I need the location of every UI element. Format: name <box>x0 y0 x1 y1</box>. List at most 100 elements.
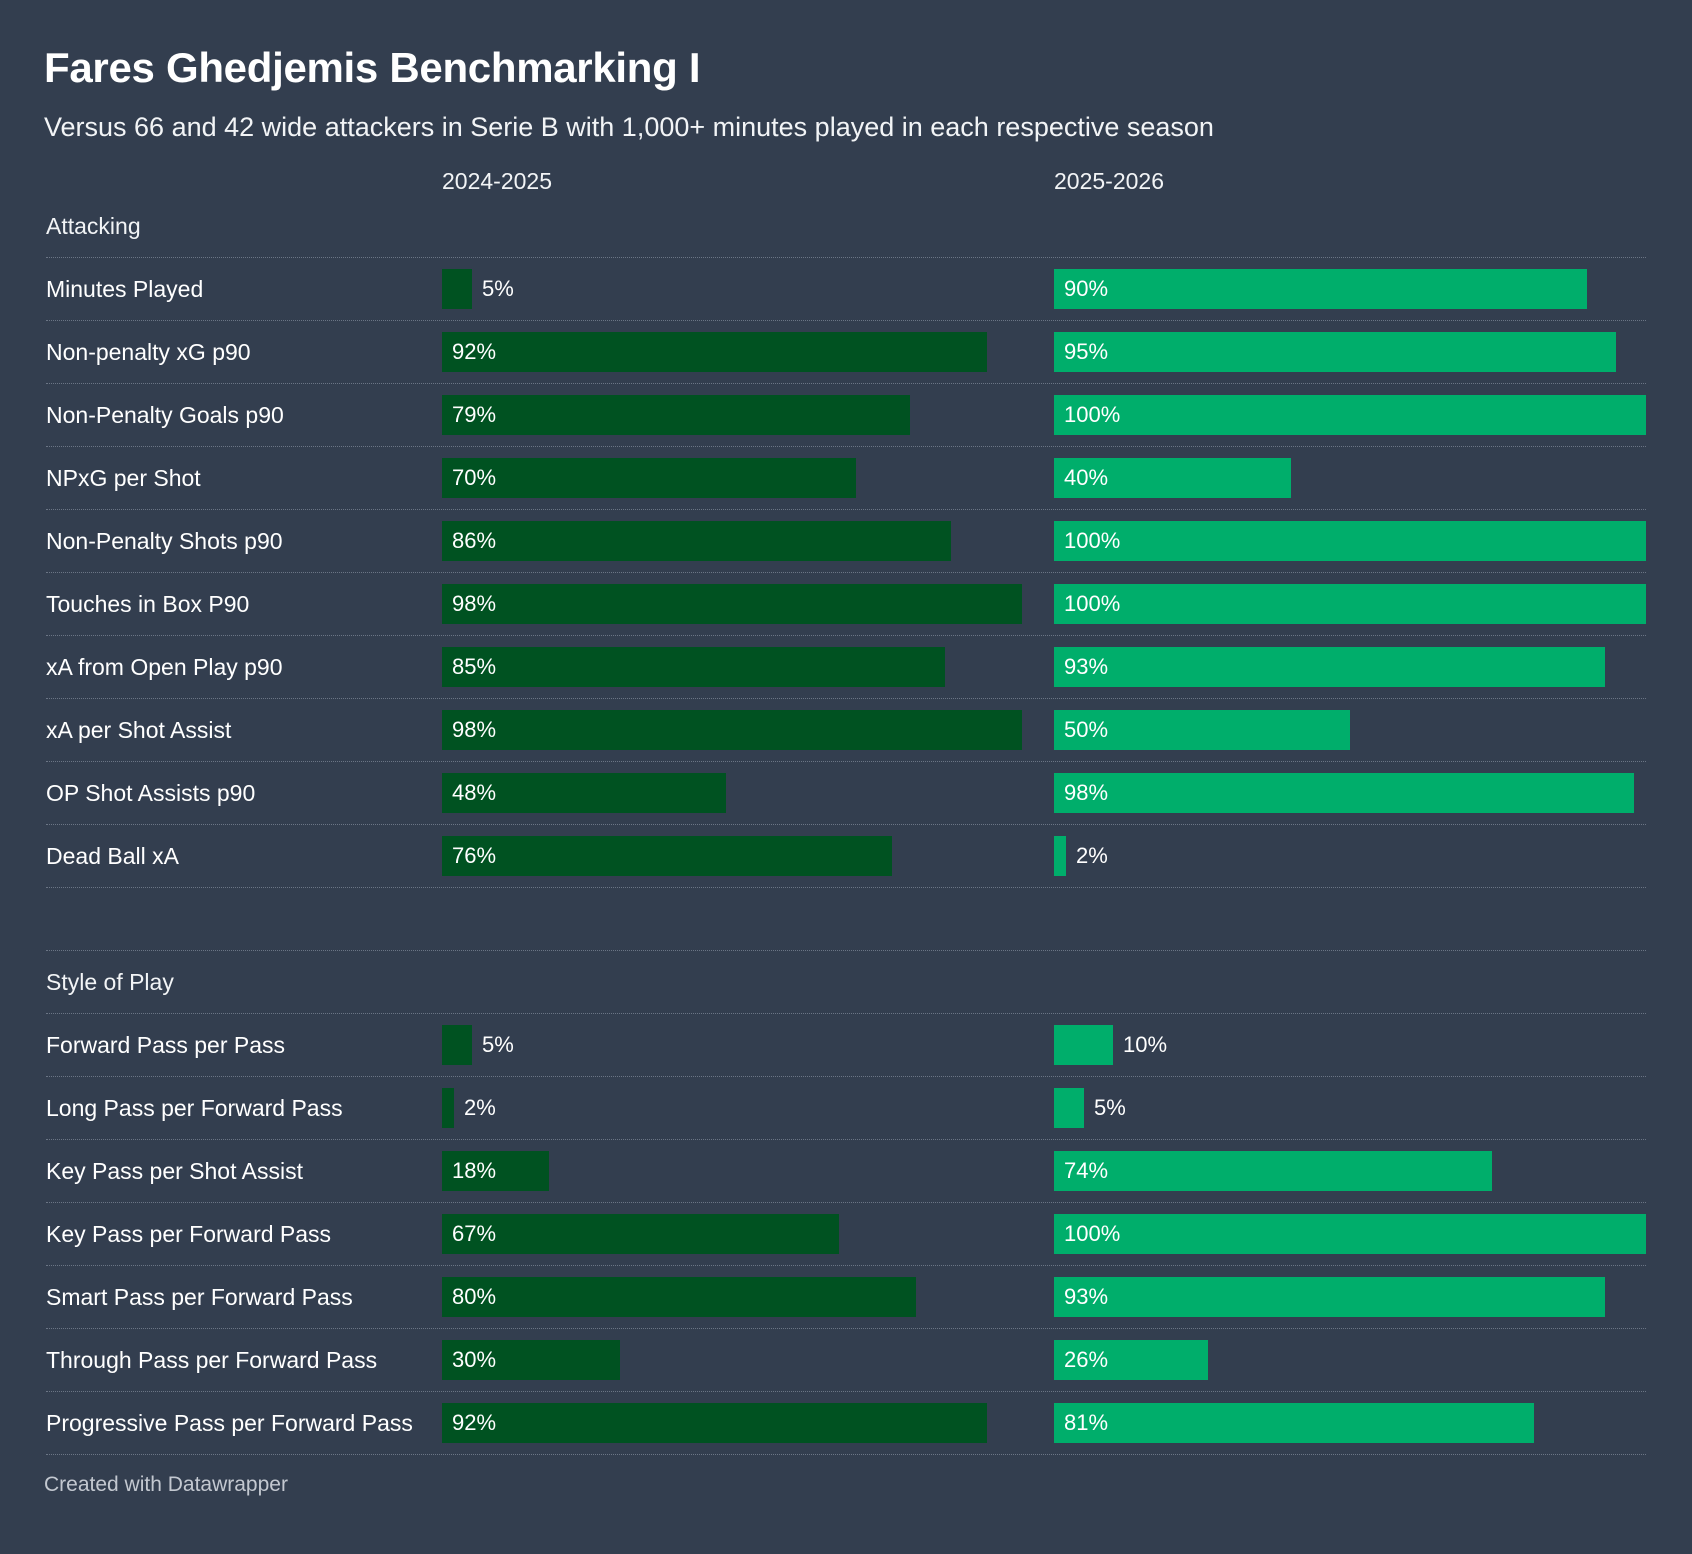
data-label: 5% <box>482 1032 514 1057</box>
data-label: 76% <box>452 843 497 868</box>
table-row-key-pass-per-shot-assist: Key Pass per Shot Assist 18% 74% <box>46 1140 1646 1203</box>
bar-cell-2024-2025: 76% <box>442 836 1034 876</box>
bar-cell-2025-2026: 100% <box>1054 584 1646 624</box>
row-label: Progressive Pass per Forward Pass <box>46 1410 413 1436</box>
data-label: 100% <box>1064 528 1121 553</box>
bar-2024-2025 <box>442 584 1022 624</box>
data-label: 100% <box>1064 1221 1121 1246</box>
row-label: Through Pass per Forward Pass <box>46 1347 378 1373</box>
bar-cell-2024-2025: 2% <box>442 1088 1034 1128</box>
bar-cell-2025-2026: 2% <box>1054 836 1646 876</box>
data-label: 98% <box>1064 780 1109 805</box>
table-row-touches-in-box-p90: Touches in Box P90 98% 100% <box>46 573 1646 636</box>
bar-cell-2024-2025: 67% <box>442 1214 1034 1254</box>
bar-2024-2025 <box>442 458 856 498</box>
footer-credit: Created with Datawrapper <box>44 1473 288 1496</box>
data-label: 26% <box>1064 1347 1109 1372</box>
row-label: Non-Penalty Goals p90 <box>46 402 284 428</box>
table-row-npxg-per-shot: NPxG per Shot 70% 40% <box>46 447 1646 510</box>
column-header-2024-2025: 2024-2025 <box>442 168 552 194</box>
table-row-long-pass-per-forward-pass: Long Pass per Forward Pass 2% 5% <box>46 1077 1646 1140</box>
table-row-progressive-pass-per-forward-pass: Progressive Pass per Forward Pass 92% 81% <box>46 1392 1646 1455</box>
row-label: Key Pass per Shot Assist <box>46 1158 303 1184</box>
bar-2025-2026 <box>1054 458 1291 498</box>
bar-2025-2026 <box>1054 836 1066 876</box>
bar-cell-2024-2025: 92% <box>442 1403 1034 1443</box>
bar-cell-2024-2025: 98% <box>442 710 1034 750</box>
bar-cell-2024-2025: 48% <box>442 773 1034 813</box>
bar-2025-2026 <box>1054 1151 1492 1191</box>
data-label: 92% <box>452 1410 497 1435</box>
data-label: 100% <box>1064 402 1121 427</box>
data-label: 100% <box>1064 591 1121 616</box>
bar-cell-2024-2025: 79% <box>442 395 1034 435</box>
data-label: 90% <box>1064 276 1109 301</box>
table-row-op-shot-assists-p90: OP Shot Assists p90 48% 98% <box>46 762 1646 825</box>
data-label: 40% <box>1064 465 1109 490</box>
bar-2024-2025 <box>442 710 1022 750</box>
row-label: Long Pass per Forward Pass <box>46 1095 343 1121</box>
row-label: NPxG per Shot <box>46 465 201 491</box>
bar-cell-2025-2026: 81% <box>1054 1403 1646 1443</box>
column-header-2025-2026: 2025-2026 <box>1054 168 1164 194</box>
data-label: 92% <box>452 339 497 364</box>
bar-2025-2026 <box>1054 1277 1605 1317</box>
bar-2024-2025 <box>442 1025 472 1065</box>
bar-2025-2026 <box>1054 521 1646 561</box>
bar-cell-2025-2026: 100% <box>1054 521 1646 561</box>
data-label: 50% <box>1064 717 1109 742</box>
data-label: 74% <box>1064 1158 1109 1183</box>
bar-cell-2025-2026: 95% <box>1054 332 1646 372</box>
bar-2025-2026 <box>1054 1403 1534 1443</box>
bar-cell-2024-2025: 18% <box>442 1151 1034 1191</box>
benchmark-table: Attacking Minutes Played 5% 90% Non-penalty … <box>46 195 1646 1455</box>
data-label: 93% <box>1064 654 1109 679</box>
table-row-non-penalty-goals-p90: Non-Penalty Goals p90 79% 100% <box>46 384 1646 447</box>
data-label: 95% <box>1064 339 1109 364</box>
table-row-xa-from-open-play-p90: xA from Open Play p90 85% 93% <box>46 636 1646 699</box>
bar-cell-2025-2026: 50% <box>1054 710 1646 750</box>
data-label: 98% <box>452 717 497 742</box>
bar-cell-2024-2025: 80% <box>442 1277 1034 1317</box>
data-label: 5% <box>482 276 514 301</box>
bar-2024-2025 <box>442 332 987 372</box>
bar-cell-2024-2025: 92% <box>442 332 1034 372</box>
bar-cell-2025-2026: 93% <box>1054 1277 1646 1317</box>
data-label: 2% <box>464 1095 496 1120</box>
bar-cell-2025-2026: 40% <box>1054 458 1646 498</box>
bar-2024-2025 <box>442 1088 454 1128</box>
data-label: 85% <box>452 654 497 679</box>
data-label: 79% <box>452 402 497 427</box>
table-row-minutes-played: Minutes Played 5% 90% <box>46 258 1646 321</box>
chart-title: Fares Ghedjemis Benchmarking I <box>44 44 701 91</box>
data-label: 80% <box>452 1284 497 1309</box>
bar-cell-2024-2025: 5% <box>442 269 1034 309</box>
row-label: xA from Open Play p90 <box>46 654 283 680</box>
table-row-smart-pass-per-forward-pass: Smart Pass per Forward Pass 80% 93% <box>46 1266 1646 1329</box>
bar-2024-2025 <box>442 836 892 876</box>
row-label: Smart Pass per Forward Pass <box>46 1284 353 1310</box>
bar-cell-2025-2026: 98% <box>1054 773 1646 813</box>
data-label: 81% <box>1064 1410 1109 1435</box>
data-label: 98% <box>452 591 497 616</box>
bar-2025-2026 <box>1054 710 1350 750</box>
bar-2024-2025 <box>442 1151 549 1191</box>
bar-2025-2026 <box>1054 773 1634 813</box>
chart-subtitle: Versus 66 and 42 wide attackers in Serie… <box>44 112 1214 142</box>
bar-2025-2026 <box>1054 1214 1646 1254</box>
data-label: 70% <box>452 465 497 490</box>
bar-cell-2025-2026: 5% <box>1054 1088 1646 1128</box>
row-label: Minutes Played <box>46 276 204 302</box>
bar-cell-2025-2026: 90% <box>1054 269 1646 309</box>
bar-cell-2025-2026: 10% <box>1054 1025 1646 1065</box>
row-label: OP Shot Assists p90 <box>46 780 256 806</box>
bar-2025-2026 <box>1054 584 1646 624</box>
bar-cell-2025-2026: 100% <box>1054 395 1646 435</box>
row-label: Forward Pass per Pass <box>46 1032 286 1058</box>
data-label: 2% <box>1076 843 1108 868</box>
table-row-through-pass-per-forward-pass: Through Pass per Forward Pass 30% 26% <box>46 1329 1646 1392</box>
row-label: Touches in Box P90 <box>46 591 250 617</box>
bar-2024-2025 <box>442 395 910 435</box>
bar-2025-2026 <box>1054 332 1616 372</box>
table-row-forward-pass-per-pass: Forward Pass per Pass 5% 10% <box>46 1014 1646 1077</box>
